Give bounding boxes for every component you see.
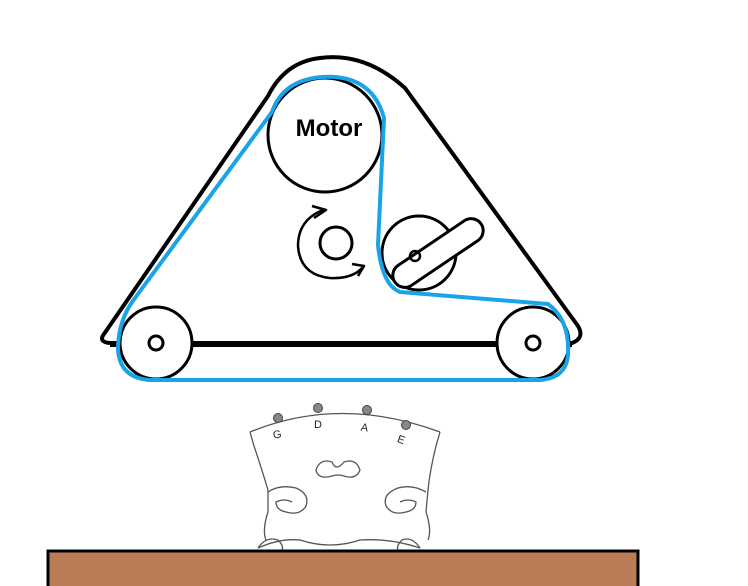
tensioner-bolt <box>408 249 422 263</box>
left-pulley-axle <box>147 334 165 352</box>
right-pulley-axle <box>524 334 542 352</box>
motor-label: Motor <box>296 115 363 142</box>
string-peg-d <box>313 403 323 413</box>
frame-outline <box>100 55 583 345</box>
right-pulley <box>495 305 571 381</box>
bridge-left-edge <box>249 431 269 512</box>
center-idler <box>318 225 354 261</box>
bridge-top-arc <box>249 412 441 433</box>
tensioner-slot-arm <box>391 217 485 289</box>
bridge-heart-cutout <box>315 460 361 478</box>
rotation-arrow-head-bottom <box>351 262 366 277</box>
bridge-right-kidney <box>384 486 427 514</box>
string-peg-e <box>401 420 411 430</box>
string-label-d: D <box>314 419 322 431</box>
violin-bridge <box>249 412 441 551</box>
bridge-right-edge <box>425 431 441 513</box>
bridge-lower-body <box>263 511 431 541</box>
rotation-arrow-icon <box>296 208 363 280</box>
bridge-right-foot <box>396 538 421 551</box>
drive-belt <box>116 74 571 382</box>
left-pulley <box>118 305 194 381</box>
rotation-arrow-head-top <box>311 204 328 220</box>
wooden-base <box>46 549 640 586</box>
bridge-left-kidney <box>267 486 308 514</box>
string-label-g: G <box>272 428 283 442</box>
string-label-a: A <box>360 421 370 434</box>
string-peg-a <box>362 405 372 415</box>
string-peg-g <box>273 413 283 423</box>
string-label-e: E <box>396 433 407 447</box>
bridge-left-foot <box>257 538 284 551</box>
